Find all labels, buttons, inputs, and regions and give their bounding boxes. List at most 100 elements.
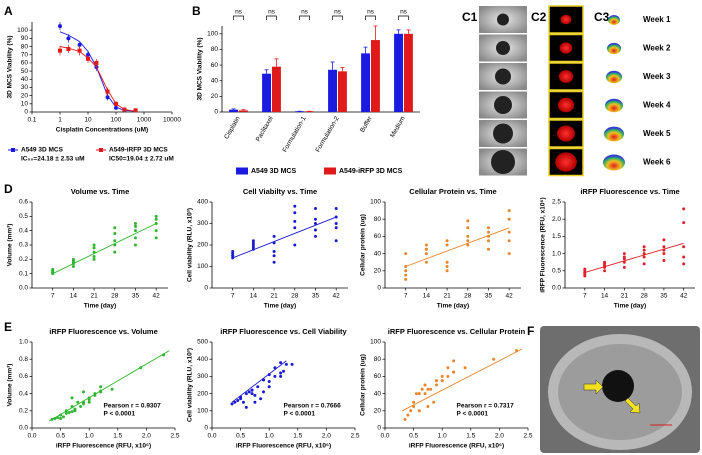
point xyxy=(250,392,254,396)
y-tick-label: 0 xyxy=(377,285,381,292)
x-tick-label: 7 xyxy=(583,293,587,300)
point xyxy=(434,383,438,387)
fluor-spot xyxy=(555,152,577,172)
significance-label: ns xyxy=(235,9,243,16)
fluor-spot xyxy=(559,42,573,54)
y-tick-label: 0.2 xyxy=(19,408,28,415)
y-tick-label: 1.5 xyxy=(552,233,561,240)
point xyxy=(507,252,511,256)
y-axis-label: Volume (mm³) xyxy=(7,364,14,407)
panel-label: C1 xyxy=(462,10,478,24)
y-tick-label: 0.8 xyxy=(19,356,28,363)
y-axis-label: 3D MCS Viability (%) xyxy=(197,37,204,100)
trend-line xyxy=(48,350,170,422)
legend-label: A549 3D MCS xyxy=(21,147,64,154)
point xyxy=(445,260,449,264)
image-panels: Week 1 Week 2 Week 3 Week 4 Week 5 Week 6 xyxy=(479,5,671,177)
significance-bracket xyxy=(332,15,343,20)
chart: 0.0 0.2 0.4 0.6 0.8 1.0 0.0 0.5 1.0 1.5 2.0 2.5 iRFP… xyxy=(7,327,180,450)
point xyxy=(284,362,288,366)
point xyxy=(244,392,248,396)
x-axis-label: Time (day) xyxy=(264,303,296,310)
y-tick-label: 80 xyxy=(211,46,219,53)
point xyxy=(77,42,82,47)
stat-annotation: Pearson r = 0.9307 xyxy=(104,403,162,410)
x-tick-label: 42 xyxy=(333,293,341,300)
point xyxy=(429,387,433,391)
point xyxy=(92,246,96,250)
fit-curve xyxy=(59,31,136,112)
y-tick-label: 1.0 xyxy=(19,339,28,346)
y-tick-label: 20 xyxy=(374,268,382,275)
x-tick-label: 7 xyxy=(404,293,408,300)
y-tick-label: 70 xyxy=(21,51,29,58)
x-tick-label: 1.0 xyxy=(438,433,447,440)
x-tick-label: 0.5 xyxy=(409,433,418,440)
point xyxy=(86,56,90,61)
chart-title: iRFP Fluorescence vs. Cell Viability xyxy=(220,327,347,336)
point xyxy=(406,413,410,417)
point xyxy=(71,265,75,268)
point xyxy=(64,411,68,415)
chart-title: iRFP Fluorescence vs. Cellular Protein xyxy=(388,327,526,336)
y-tick-label: 40 xyxy=(21,76,29,83)
point xyxy=(247,390,251,394)
x-axis-label: Time (day) xyxy=(614,303,646,310)
point xyxy=(603,260,607,264)
x-tick-label: 0.0 xyxy=(27,433,36,440)
point xyxy=(59,417,63,421)
y-tick-label: 30 xyxy=(21,84,29,91)
y-tick-label: 200 xyxy=(197,242,208,249)
y-tick-label: 0.4 xyxy=(19,227,28,234)
x-tick-label: 1.0 xyxy=(85,433,94,440)
legend-marker xyxy=(11,148,15,152)
point xyxy=(426,405,430,408)
point xyxy=(313,228,317,232)
x-tick-label: 2.0 xyxy=(322,433,331,440)
point xyxy=(404,269,408,273)
point xyxy=(412,400,416,404)
y-tick-label: 90 xyxy=(21,35,29,42)
point xyxy=(290,362,294,366)
y-tick-label: 0 xyxy=(204,285,208,292)
point xyxy=(417,392,421,396)
point xyxy=(662,245,666,249)
point xyxy=(682,245,686,249)
y-tick-label: 60 xyxy=(211,62,219,69)
point xyxy=(434,379,438,383)
x-tick-label: 14 xyxy=(250,293,258,300)
point xyxy=(414,392,418,396)
y-tick-label: 100 xyxy=(370,199,381,206)
x-tick-label: Formulation-1 xyxy=(282,115,308,154)
point xyxy=(154,236,158,240)
stat-annotation: Pearson r = 0.7317 xyxy=(457,403,515,410)
legend-label: A549-iRFP 3D MCS xyxy=(109,147,168,154)
y-tick-label: 500 xyxy=(197,339,208,346)
fluor-spot xyxy=(560,14,572,25)
significance-label: ns xyxy=(268,9,276,16)
point xyxy=(92,243,96,247)
significance-bracket xyxy=(398,15,409,20)
point xyxy=(113,226,117,230)
x-axis-label: iRFP Fluorescence (RFU, x10⁶) xyxy=(236,443,331,450)
point xyxy=(105,89,110,94)
x-tick-label: 21 xyxy=(270,293,278,300)
point xyxy=(445,265,449,268)
bar xyxy=(404,33,413,113)
y-tick-label: 0 xyxy=(204,425,208,432)
spheroid xyxy=(496,41,510,55)
point xyxy=(244,405,248,409)
y-axis-label: 3D MCS Viability (%) xyxy=(7,35,14,98)
chart: 0 20 40 60 80 100 7 14 21 28 35 42 Cellular Protein … xyxy=(360,187,521,310)
point xyxy=(420,387,424,391)
point xyxy=(313,206,317,210)
bar xyxy=(394,33,403,113)
week-label: Week 1 xyxy=(643,15,671,24)
point xyxy=(76,400,80,404)
bar xyxy=(229,109,238,112)
x-tick-label: 21 xyxy=(621,293,629,300)
point xyxy=(154,214,158,218)
trend-line xyxy=(401,348,523,412)
y-tick-label: 300 xyxy=(197,373,208,380)
point xyxy=(424,247,428,251)
